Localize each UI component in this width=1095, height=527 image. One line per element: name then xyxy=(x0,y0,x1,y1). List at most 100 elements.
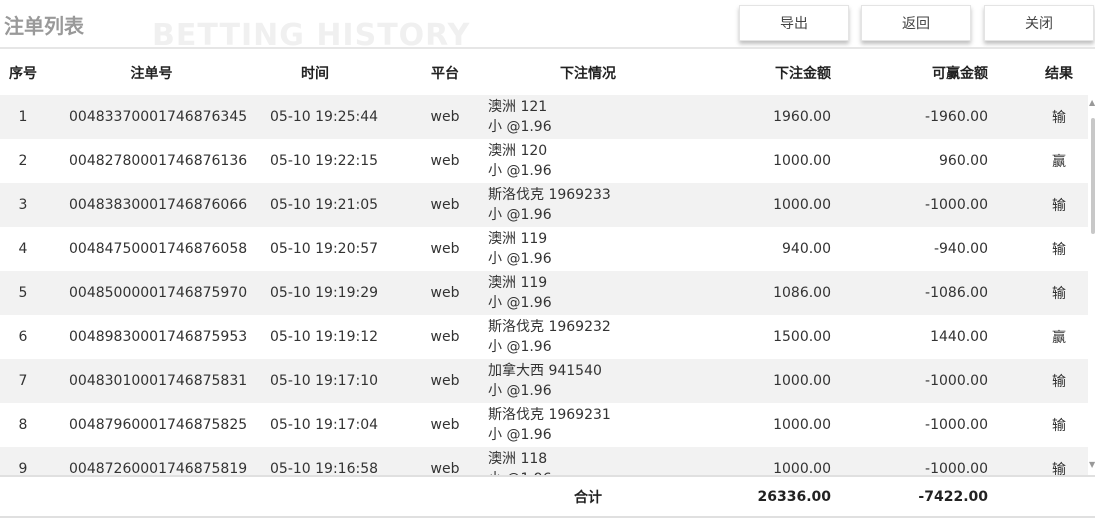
row-platform: web xyxy=(430,285,460,301)
row-no: 6 xyxy=(18,329,28,345)
row-win: 1440.00 xyxy=(930,329,988,345)
scrollbar-thumb[interactable] xyxy=(1091,118,1095,234)
row-bet-id: 00485000001746875970 xyxy=(69,285,248,301)
row-time: 05-10 19:16:58 xyxy=(270,461,379,475)
row-no: 8 xyxy=(18,417,28,433)
bet-market: 斯洛伐克 1969231 xyxy=(488,407,611,423)
row-no: 9 xyxy=(18,461,28,475)
table-row[interactable]: 9 00487260001746875819 05-10 19:16:58 we… xyxy=(0,447,1088,475)
col-header-no: 序号 xyxy=(9,65,37,82)
row-amount: 1000.00 xyxy=(773,417,831,433)
bet-selection: 小 @1.96 xyxy=(488,427,552,443)
back-button[interactable]: 返回 xyxy=(861,5,971,41)
row-win: -940.00 xyxy=(933,241,988,257)
bet-market: 澳洲 121 xyxy=(488,99,548,115)
row-platform: web xyxy=(430,109,460,125)
bet-selection: 小 @1.96 xyxy=(488,119,552,135)
bet-selection: 小 @1.96 xyxy=(488,469,552,475)
row-time: 05-10 19:21:05 xyxy=(270,197,379,213)
table-row[interactable]: 1 00483370001746876345 05-10 19:25:44 we… xyxy=(0,95,1088,139)
row-amount: 1960.00 xyxy=(773,109,831,125)
bet-market: 澳洲 119 xyxy=(488,275,548,291)
row-bet-detail: 加拿大西 941540 小 @1.96 xyxy=(488,359,602,403)
bet-market: 澳洲 119 xyxy=(488,231,548,247)
row-no: 4 xyxy=(18,241,28,257)
table-row[interactable]: 5 00485000001746875970 05-10 19:19:29 we… xyxy=(0,271,1088,315)
bet-selection: 小 @1.96 xyxy=(488,295,552,311)
bet-market: 加拿大西 941540 xyxy=(488,363,602,379)
row-bet-id: 00487260001746875819 xyxy=(69,461,248,475)
scroll-up-icon[interactable]: ▲ xyxy=(1089,98,1095,107)
scroll-down-icon[interactable]: ▼ xyxy=(1089,460,1095,469)
row-time: 05-10 19:19:29 xyxy=(270,285,379,301)
export-button[interactable]: 导出 xyxy=(739,5,849,41)
row-amount: 940.00 xyxy=(782,241,831,257)
row-amount: 1000.00 xyxy=(773,197,831,213)
row-bet-id: 00484750001746876058 xyxy=(69,241,248,257)
row-bet-id: 00487960001746875825 xyxy=(69,417,248,433)
row-bet-detail: 澳洲 120 小 @1.96 xyxy=(488,139,552,183)
row-win: -1000.00 xyxy=(925,461,988,475)
col-header-id: 注单号 xyxy=(130,65,173,82)
row-bet-detail: 澳洲 119 小 @1.96 xyxy=(488,271,552,315)
close-button[interactable]: 关闭 xyxy=(984,5,1094,41)
table-row[interactable]: 3 00483830001746876066 05-10 19:21:05 we… xyxy=(0,183,1088,227)
row-platform: web xyxy=(430,241,460,257)
table-body[interactable]: 1 00483370001746876345 05-10 19:25:44 we… xyxy=(0,95,1088,475)
row-win: -1000.00 xyxy=(925,197,988,213)
row-bet-detail: 澳洲 121 小 @1.96 xyxy=(488,95,552,139)
table-row[interactable]: 6 00489830001746875953 05-10 19:19:12 we… xyxy=(0,315,1088,359)
row-amount: 1500.00 xyxy=(773,329,831,345)
row-no: 5 xyxy=(18,285,28,301)
row-bet-detail: 斯洛伐克 1969233 小 @1.96 xyxy=(488,183,611,227)
row-result: 输 xyxy=(1052,198,1066,214)
row-result: 输 xyxy=(1052,462,1066,475)
row-bet-id: 00483830001746876066 xyxy=(69,197,248,213)
row-win: -1000.00 xyxy=(925,417,988,433)
row-platform: web xyxy=(430,153,460,169)
row-no: 7 xyxy=(18,373,28,389)
row-amount: 1000.00 xyxy=(773,461,831,475)
bet-market: 斯洛伐克 1969232 xyxy=(488,319,611,335)
row-bet-id: 00489830001746875953 xyxy=(69,329,248,345)
total-label: 合计 xyxy=(574,489,602,506)
row-result: 输 xyxy=(1052,374,1066,390)
col-header-win: 可赢金额 xyxy=(932,65,988,82)
total-amount: 26336.00 xyxy=(757,488,831,505)
bet-selection: 小 @1.96 xyxy=(488,339,552,355)
row-result: 输 xyxy=(1052,418,1066,434)
row-no: 2 xyxy=(18,153,28,169)
row-platform: web xyxy=(430,197,460,213)
page-title: 注单列表 xyxy=(4,14,84,38)
row-result: 输 xyxy=(1052,110,1066,126)
bet-selection: 小 @1.96 xyxy=(488,251,552,267)
table-footer: 合计 26336.00 -7422.00 xyxy=(0,475,1095,518)
row-bet-id: 00482780001746876136 xyxy=(69,153,248,169)
row-result: 输 xyxy=(1052,242,1066,258)
row-bet-id: 00483010001746875831 xyxy=(69,373,248,389)
row-platform: web xyxy=(430,329,460,345)
row-time: 05-10 19:22:15 xyxy=(270,153,379,169)
table-row[interactable]: 8 00487960001746875825 05-10 19:17:04 we… xyxy=(0,403,1088,447)
col-header-time: 时间 xyxy=(301,65,329,82)
scrollbar[interactable] xyxy=(1089,95,1095,475)
row-platform: web xyxy=(430,461,460,475)
table-row[interactable]: 7 00483010001746875831 05-10 19:17:10 we… xyxy=(0,359,1088,403)
col-header-amount: 下注金额 xyxy=(775,65,831,82)
bet-selection: 小 @1.96 xyxy=(488,207,552,223)
row-platform: web xyxy=(430,417,460,433)
row-amount: 1086.00 xyxy=(773,285,831,301)
row-bet-detail: 澳洲 119 小 @1.96 xyxy=(488,227,552,271)
row-no: 1 xyxy=(18,109,28,125)
row-time: 05-10 19:17:04 xyxy=(270,417,379,433)
col-header-bet: 下注情况 xyxy=(560,65,616,82)
bet-market: 澳洲 118 xyxy=(488,451,548,467)
row-time: 05-10 19:25:44 xyxy=(270,109,379,125)
row-win: -1000.00 xyxy=(925,373,988,389)
divider xyxy=(0,47,1095,49)
table-row[interactable]: 2 00482780001746876136 05-10 19:22:15 we… xyxy=(0,139,1088,183)
table-header: 序号 注单号 时间 平台 下注情况 下注金额 可赢金额 结果 xyxy=(0,50,1088,95)
table-row[interactable]: 4 00484750001746876058 05-10 19:20:57 we… xyxy=(0,227,1088,271)
row-result: 输 xyxy=(1052,286,1066,302)
bet-market: 澳洲 120 xyxy=(488,143,548,159)
